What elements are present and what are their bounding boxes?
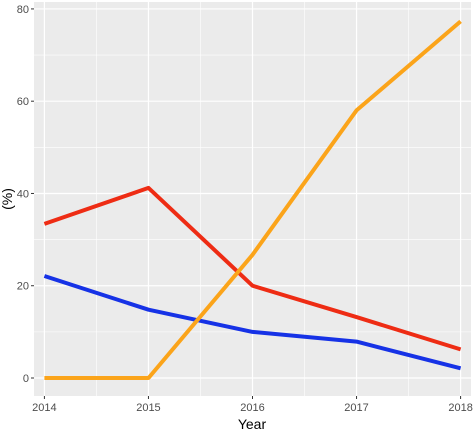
y-tick-label: 80: [17, 4, 29, 16]
series-line-3: [44, 19, 462, 380]
x-tick-label: 2018: [448, 402, 472, 414]
series-lines: [43, 19, 462, 380]
x-tick-label: 2014: [32, 402, 56, 414]
y-axis-ticks: 0 20 40 60 80: [17, 4, 34, 385]
y-tick-label: 60: [17, 96, 29, 108]
series-line-2: [43, 274, 462, 371]
y-axis-title: (%): [0, 188, 15, 210]
y-tick-label: 0: [23, 373, 29, 385]
x-axis-ticks: 2014 2015 2016 2017 2018: [32, 396, 473, 414]
x-tick-label: 2017: [344, 402, 368, 414]
y-tick-label: 20: [17, 281, 29, 293]
y-tick-label: 40: [17, 188, 29, 200]
x-tick-label: 2016: [240, 402, 264, 414]
x-axis-title: Year: [238, 416, 267, 432]
x-tick-label: 2015: [136, 402, 160, 414]
series-line-1: [43, 185, 462, 352]
